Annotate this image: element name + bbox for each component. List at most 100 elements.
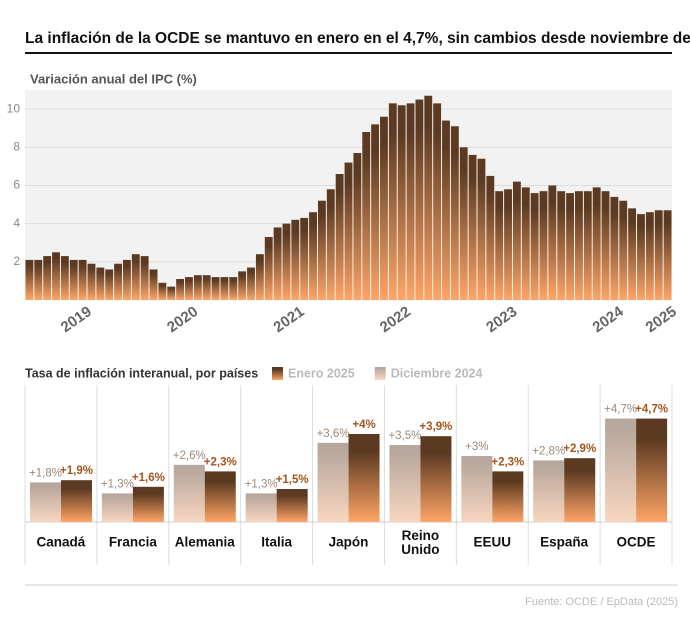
y-tick-label: 4 [13,216,20,230]
y-tick-label: 8 [13,139,20,153]
bar [132,486,164,522]
bar [645,212,654,300]
bar [353,153,362,300]
bar [450,126,459,300]
value-label: +1,3% [245,478,278,490]
bar [255,254,264,300]
y-tick-label: 6 [13,178,20,192]
bar [60,256,69,300]
bar [211,277,220,300]
bar [317,200,326,300]
value-label: +2,3% [204,456,237,468]
chart-title: Variación anual del IPC (%) [30,71,197,86]
x-tick-label: Japón [329,535,369,550]
bar [628,208,637,300]
bar [276,489,308,522]
bar [25,259,34,300]
bar [548,185,557,300]
bar [512,181,521,300]
bar [389,445,421,522]
bar [397,105,406,300]
value-label: +1,8% [29,467,62,479]
bar [131,254,140,300]
bar [619,200,628,300]
bar [273,227,282,300]
value-label: +3,6% [317,428,350,440]
x-tick-label: 2021 [270,303,307,336]
bar [557,191,566,300]
bar [433,103,442,300]
bar [461,456,493,522]
bar [636,418,668,522]
legend-swatch [374,367,386,380]
x-tick-label: 2023 [483,303,520,336]
bar [173,464,205,522]
x-tick-label: EEUU [474,535,512,550]
bar [114,263,122,300]
bar [459,147,468,300]
bar [388,103,397,300]
bar [605,418,637,522]
bar [245,493,277,522]
bar [247,267,255,300]
bar [204,471,236,522]
bar [468,154,477,300]
bar [362,132,371,300]
bar [282,223,291,300]
bar [533,460,565,522]
bar [344,162,353,300]
bar [96,267,105,300]
bar [300,217,309,300]
bar [610,196,619,300]
value-label: +2,6% [173,450,206,462]
value-label: +1,5% [276,474,309,486]
bar [380,116,388,301]
x-tick-label: Alemania [175,535,236,550]
bar [309,212,317,300]
bar [663,210,672,300]
title: La inflación de la OCDE se mantuvo en en… [25,30,690,47]
value-label: +3,9% [419,421,452,433]
value-label: +2,9% [563,443,596,455]
value-label: +4% [352,419,375,431]
value-label: +1,6% [132,472,165,484]
bar [149,269,158,300]
bar [52,252,60,300]
bar [575,191,583,300]
x-tick-label: 2020 [164,303,201,336]
bar [420,436,452,522]
bar [371,124,380,300]
x-tick-label: Canadá [37,535,86,550]
bar [539,191,548,300]
bar [415,99,424,300]
bar [238,271,247,300]
value-label: +3,5% [388,430,421,442]
bar [486,175,495,300]
bar [335,174,344,300]
bar [264,237,273,300]
bar [220,277,229,300]
bar [477,158,486,300]
legend-label: Diciembre 2024 [391,366,483,380]
x-tick-label: Italia [261,535,292,550]
bar [30,482,61,522]
bar [424,95,433,301]
bar [583,191,592,300]
value-label: +4,7% [604,404,637,416]
bar [564,458,596,522]
value-label: +2,3% [491,456,524,468]
bar [202,275,211,300]
bar [291,219,300,300]
bar [61,480,92,522]
value-label: +3% [465,441,488,453]
bar [122,259,131,300]
x-tick-label: OCDE [617,535,656,550]
bar [34,259,43,300]
bar [406,103,415,300]
bar [193,275,202,300]
bar [87,263,96,300]
bar [105,269,114,300]
bar [326,189,335,300]
bar [654,210,663,300]
